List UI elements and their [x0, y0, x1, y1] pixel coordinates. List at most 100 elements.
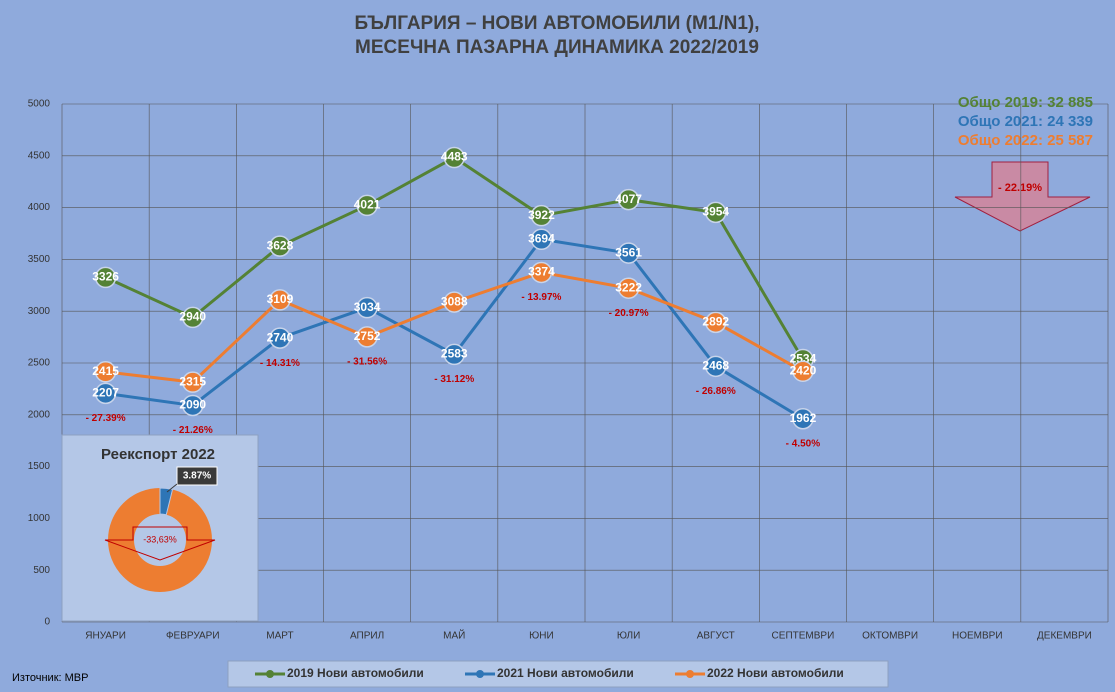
- point: [617, 277, 640, 299]
- point: [94, 266, 117, 289]
- inset-arrow: [104, 526, 216, 561]
- x-tick-label: АВГУСТ: [697, 631, 735, 642]
- point: [530, 228, 553, 251]
- point: [356, 194, 378, 217]
- x-tick-label: АПРИЛ: [350, 631, 384, 642]
- y-tick-label: 5000: [28, 99, 51, 110]
- inset-arrow-label: -33,63%: [143, 534, 177, 544]
- x-tick-label: ЮЛИ: [617, 631, 640, 642]
- point: [182, 306, 204, 329]
- point: [443, 343, 465, 366]
- y-tick-label: 3000: [28, 306, 51, 317]
- point: [269, 289, 291, 311]
- data-label: 4021: [354, 198, 381, 212]
- change-label: - 31.12%: [434, 374, 474, 385]
- x-tick-label: МАЙ: [443, 629, 465, 642]
- point: [269, 235, 291, 257]
- x-tick-label: ЮНИ: [529, 631, 554, 642]
- data-label: 3954: [702, 205, 729, 219]
- data-label: 4483: [441, 150, 468, 164]
- point: [94, 382, 117, 405]
- data-label: 2752: [354, 329, 381, 343]
- legend-box: [227, 660, 889, 688]
- point: [182, 394, 204, 417]
- data-label: 4077: [615, 192, 642, 206]
- total-label: Общо 2019: 32 885: [958, 94, 1093, 111]
- arrow: [954, 161, 1091, 232]
- data-label: 2740: [267, 330, 294, 344]
- x-tick-label: СЕПТЕМВРИ: [772, 631, 835, 642]
- point: [792, 407, 814, 430]
- point: [443, 146, 465, 169]
- y-tick-label: 1500: [28, 461, 51, 472]
- point: [530, 204, 553, 227]
- point: [617, 242, 640, 264]
- inset-title: Реекспорт 2022: [101, 446, 215, 463]
- data-label: 3222: [615, 280, 642, 294]
- donut-leader: [166, 483, 178, 493]
- data-label: 2090: [179, 398, 206, 412]
- y-tick-label: 4000: [28, 202, 51, 213]
- legend-marker: [686, 670, 694, 678]
- change-label: - 20.97%: [609, 308, 649, 319]
- data-label: 3088: [441, 294, 468, 308]
- data-label: 2415: [92, 364, 119, 378]
- data-label: 3694: [528, 231, 555, 245]
- legend-marker: [266, 670, 274, 678]
- data-label: 2940: [179, 310, 206, 324]
- source: Източник: МВР: [12, 672, 88, 684]
- point: [269, 327, 291, 349]
- legend-label: 2021 Нови автомобили: [497, 666, 634, 680]
- legend-label: 2022 Нови автомобили: [707, 666, 844, 680]
- point: [705, 355, 727, 378]
- point: [356, 326, 378, 348]
- arrow-label: - 22.19%: [998, 182, 1042, 194]
- data-label: 2315: [179, 374, 206, 388]
- y-tick-label: 0: [44, 617, 50, 628]
- donut-slice: [159, 487, 174, 516]
- y-tick-label: 1000: [28, 513, 51, 524]
- change-label: - 27.39%: [86, 413, 126, 424]
- chart-title: БЪЛГАРИЯ – НОВИ АВТОМОБИЛИ (M1/N1),: [354, 13, 759, 34]
- x-tick-label: ДЕКЕМВРИ: [1037, 631, 1092, 642]
- point: [443, 291, 465, 313]
- point: [792, 360, 814, 383]
- donut-label: 3.87%: [183, 471, 211, 482]
- change-label: - 13.97%: [521, 292, 561, 303]
- x-tick-label: ЯНУАРИ: [85, 631, 126, 642]
- change-label: - 31.56%: [347, 357, 387, 368]
- x-tick-label: ФЕВРУАРИ: [166, 631, 220, 642]
- donut-label-box: [176, 466, 218, 486]
- data-label: 3561: [615, 245, 642, 259]
- point: [530, 261, 553, 284]
- data-label: 3628: [267, 238, 294, 252]
- data-label: 2534: [790, 352, 817, 366]
- total-label: Общо 2021: 24 339: [958, 113, 1093, 130]
- x-tick-label: НОЕМВРИ: [952, 631, 1003, 642]
- change-label: - 21.26%: [173, 425, 213, 436]
- x-tick-label: МАРТ: [266, 631, 293, 642]
- data-label: 2420: [790, 363, 817, 377]
- data-label: 2207: [92, 386, 119, 400]
- data-label: 2892: [702, 315, 729, 329]
- legend-marker: [476, 670, 484, 678]
- data-label: 2468: [702, 358, 729, 372]
- change-label: - 26.86%: [696, 386, 736, 397]
- y-tick-label: 2500: [28, 358, 51, 369]
- point: [182, 371, 204, 393]
- data-label: 3922: [528, 208, 555, 222]
- point: [705, 201, 727, 224]
- data-label: 3374: [528, 265, 555, 279]
- data-label: 2583: [441, 347, 468, 361]
- y-tick-label: 2000: [28, 409, 51, 420]
- x-tick-label: ОКТОМВРИ: [862, 631, 918, 642]
- point: [94, 361, 117, 383]
- total-label: Общо 2022: 25 587: [958, 132, 1093, 149]
- legend-label: 2019 Нови автомобили: [287, 666, 424, 680]
- change-label: - 14.31%: [260, 358, 300, 369]
- chart-title: МЕСЕЧНА ПАЗАРНА ДИНАМИКА 2022/2019: [355, 37, 759, 58]
- y-tick-label: 500: [33, 565, 50, 576]
- change-label: - 4.50%: [786, 438, 821, 449]
- point: [705, 311, 727, 334]
